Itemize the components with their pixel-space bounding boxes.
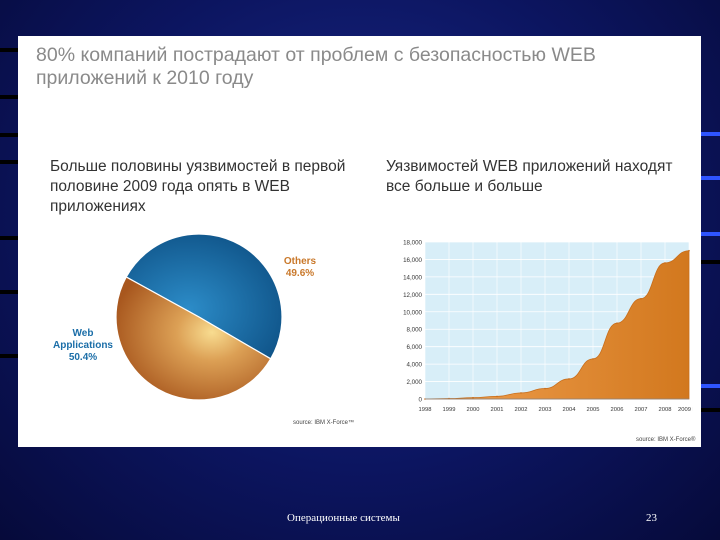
x-tick-label: 1998 [419,407,432,413]
y-tick-label: 10,000 [403,309,422,316]
decor-bar [0,133,18,137]
y-tick-label: 14,000 [403,274,422,281]
area-series [424,250,690,400]
x-tick-label: 1999 [443,407,456,413]
decor-bar [701,132,720,136]
y-tick-label: 16,000 [403,257,422,264]
slide-content: 80% компаний пострадают от проблем с без… [18,36,701,447]
decor-bar [701,176,720,180]
x-tick-label: 2004 [563,407,577,413]
pie-label-others: Others 49.6% [270,256,330,280]
decor-bar [701,260,720,264]
footer-page-number: 23 [646,512,657,524]
y-tick-label: 2,000 [407,379,423,386]
area-data-point [640,297,642,300]
area-source: source: IBM X-Force® [636,437,696,443]
area-chart-title: Уязвимостей WEB приложений находят все б… [386,158,673,195]
x-tick-label: 2007 [635,407,648,413]
x-tick-label: 2006 [611,407,624,413]
area-data-point [688,249,690,252]
area-data-point [520,392,522,394]
y-tick-label: 12,000 [403,292,422,299]
pie-label-web-value: 50.4% [68,352,98,363]
y-tick-label: 0 [419,397,423,404]
area-data-point [592,358,594,360]
y-tick-label: 8,000 [407,327,423,334]
pie-chart [115,233,283,401]
x-tick-label: 2008 [659,407,672,413]
area-data-point [544,387,546,390]
x-tick-label: 2002 [515,407,528,413]
slide-title: 80% компаний пострадают от проблем с без… [36,44,596,89]
decor-bar [701,408,720,412]
pie-label-web: Web Applications 50.4% [46,328,120,364]
area-data-point [496,395,498,398]
y-tick-label: 6,000 [407,344,423,351]
y-tick-label: 4,000 [407,362,423,369]
area-data-point [616,322,618,324]
area-data-point [664,262,666,264]
decor-bar [0,354,18,358]
decor-bar [701,232,720,236]
y-tick-label: 18,000 [403,240,422,247]
x-tick-label: 2009 H1 [678,407,693,413]
decor-bar [0,236,18,240]
pie-source: source: IBM X-Force™ [293,420,355,426]
decor-bar [0,48,18,52]
area-chart: 0 2,000 4,000 6,000 8,000 10,000 12,000 14,000 1… [403,240,693,414]
decor-bar [0,290,18,294]
x-tick-label: 2000 [467,407,480,413]
pie-label-others-name: Others [283,256,317,267]
footer-course-title: Операционные системы [287,512,400,524]
x-tick-label: 2003 [539,407,552,413]
decor-bar [0,95,18,99]
pie-slice-others [115,276,272,401]
x-tick-label: 2001 [491,407,504,413]
decor-bar [701,384,720,388]
pie-label-others-value: 49.6% [285,268,315,279]
decor-bar [0,160,18,164]
pie-chart-title: Больше половины уязвимостей в первой пол… [50,158,346,215]
x-tick-label: 2005 [587,407,600,413]
area-data-point [472,396,474,399]
area-data-point [568,378,570,380]
pie-slice-web-applications [125,233,283,360]
pie-label-web-name: Web Applications [52,328,113,351]
